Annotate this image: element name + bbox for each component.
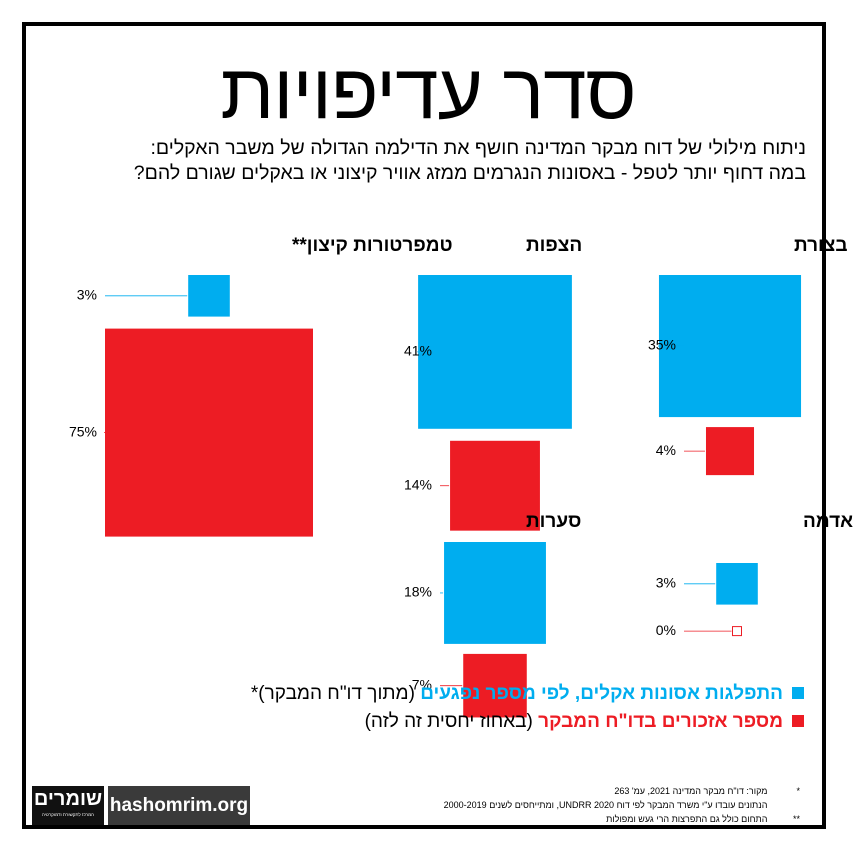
subtitle-line-2: במה דחוף יותר לטפל - באסונות הנגרמים ממז… — [133, 162, 806, 184]
category-5-title: רעידות אדמה — [803, 511, 856, 532]
category-2-red-value: 14% — [404, 476, 432, 492]
footnote-3-mark: ** — [792, 814, 800, 824]
footnote-1-mark: * — [796, 786, 800, 796]
footnote-3: ** התחום כולל גם התפרצות הרי געש ומפולות — [360, 812, 800, 826]
footnote-2-text: הנתונים עובדו ע"י משרד המבקר לפי דוח UND… — [443, 800, 768, 810]
category-4-red-value: 7% — [412, 676, 432, 692]
category-4-blue-value: 18% — [404, 584, 432, 600]
category-5-blue-value: 3% — [656, 575, 676, 591]
legend-swatch-red — [792, 715, 804, 727]
category-4-red-square — [463, 653, 527, 718]
legend: התפלגות אסונות אקלים, לפי מספר נפגעים (מ… — [251, 680, 804, 736]
legend-swatch-blue — [792, 687, 804, 699]
category-3-red-value: 4% — [656, 442, 676, 458]
legend-blue-label: התפלגות אסונות אקלים, לפי מספר נפגעים — [420, 683, 783, 704]
shomrim-logo[interactable]: שומרים המרכז לתקשורת ודמוקרטיה — [32, 786, 104, 825]
category-1-red-square — [105, 328, 313, 537]
page-frame — [22, 22, 826, 829]
category-2-red-square — [450, 440, 540, 531]
subtitle-line-1: ניתוח מילולי של דוח מבקר המדינה חושף את … — [150, 137, 807, 159]
footnote-1-text: מקור: דו"ח מבקר המדינה 2021, עמ' 263 — [614, 786, 768, 796]
category-3-blue-value: 35% — [648, 337, 676, 353]
category-1-blue-square — [188, 275, 230, 317]
footnotes: * מקור: דו"ח מבקר המדינה 2021, עמ' 263 ה… — [360, 784, 800, 826]
category-5-blue-square — [716, 563, 758, 605]
category-1-title: טמפרטורות קיצון** — [292, 235, 453, 256]
footnote-2: הנתונים עובדו ע"י משרד המבקר לפי דוח UND… — [360, 798, 800, 812]
category-5-red-square — [732, 626, 742, 637]
page-subtitle: ניתוח מילולי של דוח מבקר המדינה חושף את … — [54, 136, 806, 186]
site-link[interactable]: hashomrim.org — [108, 786, 250, 825]
category-1-red-value: 75% — [69, 423, 97, 439]
category-3-title: בצורת — [794, 235, 847, 256]
category-2-blue-square — [418, 275, 572, 429]
page-title: סדר עדיפויות — [220, 47, 636, 135]
category-3-red-square — [705, 427, 755, 476]
category-5-red-value: 0% — [656, 622, 676, 638]
legend-item-blue: התפלגות אסונות אקלים, לפי מספר נפגעים (מ… — [251, 680, 804, 708]
logo-tagline: המרכז לתקשורת ודמוקרטיה — [41, 812, 95, 817]
legend-blue-note: (מתוך דו"ח המבקר)* — [250, 683, 415, 704]
category-4-blue-square — [444, 542, 546, 644]
logo-word: שומרים — [33, 788, 103, 810]
category-1-blue-value: 3% — [77, 287, 97, 303]
category-2-blue-value: 41% — [404, 343, 432, 359]
legend-red-label: מספר אזכורים בדו"ח המבקר — [538, 711, 783, 732]
footnote-1: * מקור: דו"ח מבקר המדינה 2021, עמ' 263 — [360, 784, 800, 798]
legend-red-note: (באחוז יחסית זה לזה) — [364, 711, 533, 732]
legend-item-red: מספר אזכורים בדו"ח המבקר (באחוז יחסית זה… — [251, 708, 804, 736]
category-4-title: סערות — [526, 511, 581, 532]
footnote-3-text: התחום כולל גם התפרצות הרי געש ומפולות — [606, 814, 768, 824]
category-2-title: הצפות — [526, 235, 582, 256]
